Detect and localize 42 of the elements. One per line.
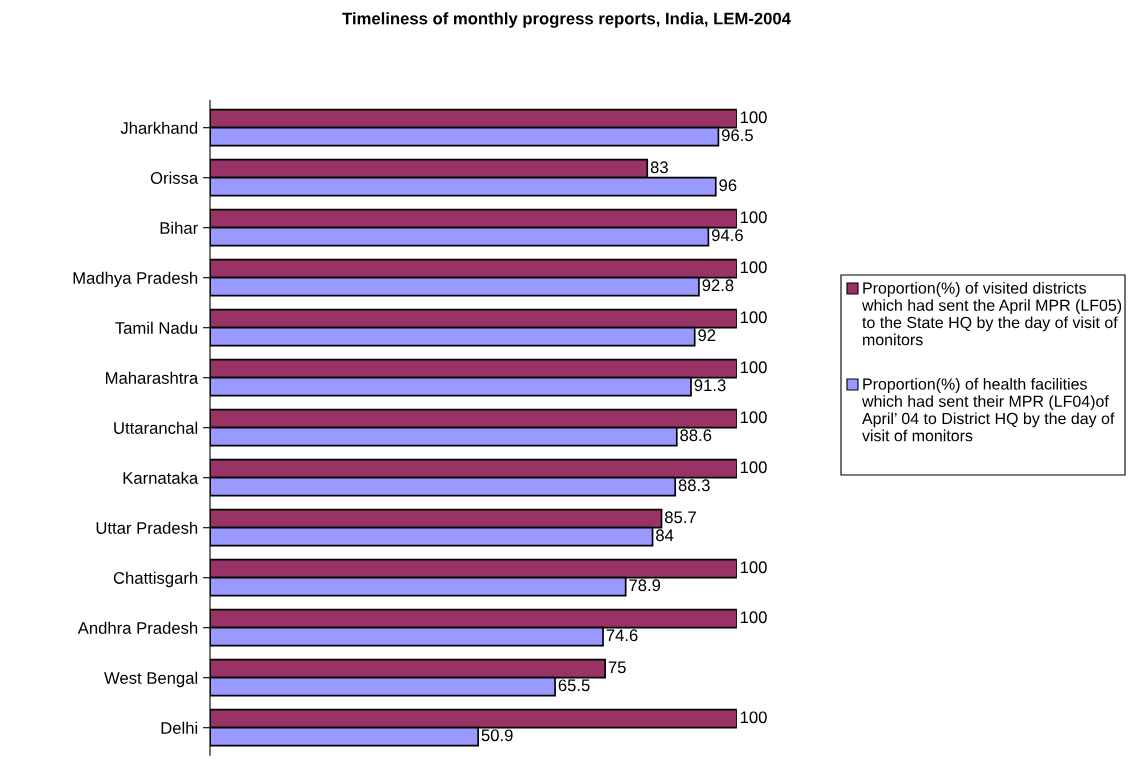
y-tick-label: Madhya Pradesh [73,271,198,288]
y-tick-label: Uttar Pradesh [96,521,198,534]
data-label: 88.6 [680,429,712,442]
y-tick-label: Chattisgarh [113,571,198,588]
data-label: 85.7 [665,511,696,524]
data-label: 100 [740,211,767,224]
data-label: 83 [650,161,668,174]
legend-label: Proportion(%) of health facilities which had sent their MPR (LF04)of April’ 04 to District HQ by the day of visit of monitors [861,378,1115,442]
data-label: 88.3 [678,479,710,492]
data-label: 100 [740,611,767,624]
data-label: 75 [608,661,626,674]
data-label: 100 [740,411,767,424]
data-label: 100 [740,261,767,274]
data-label: 96 [719,179,737,192]
y-tick-label: Karnataka [123,471,199,484]
data-label: 94.6 [711,229,743,242]
y-tick-label: Uttaranchal [114,421,198,434]
data-label: 100 [740,361,767,374]
data-label: 50.9 [481,729,513,742]
data-label: 96.5 [721,129,753,142]
data-label: 100 [740,311,767,324]
data-label: 84 [656,529,674,542]
data-label: 74.6 [606,629,638,642]
data-label: 92.8 [702,279,734,292]
data-label: 100 [740,111,767,124]
legend-label: Proportion(%) of visited districts which had sent the April MPR (LF05) to the State HQ by the day of visit of monitors [861,282,1122,346]
y-tick-label: West Bengal [104,671,198,688]
data-label: 91.3 [694,379,726,392]
data-label: 100 [740,561,767,574]
y-tick-label: Delhi [161,721,198,734]
y-tick-label: Jharkhand [120,121,198,134]
data-label: 100 [740,711,767,724]
y-tick-label: Maharashtra [106,371,199,384]
data-label: 100 [740,461,767,474]
data-label: 65.5 [558,679,590,692]
y-tick-label: Orissa [150,171,199,184]
y-tick-label: Bihar [160,221,198,234]
y-tick-label: Andhra Pradesh [77,621,198,634]
chart-title: Timeliness of monthly progress reports, India, LEM-2004 [342,12,791,28]
data-label: 78.9 [629,579,661,592]
y-tick-label: Tamil Nadu [115,321,198,334]
data-label: 92 [698,329,716,342]
